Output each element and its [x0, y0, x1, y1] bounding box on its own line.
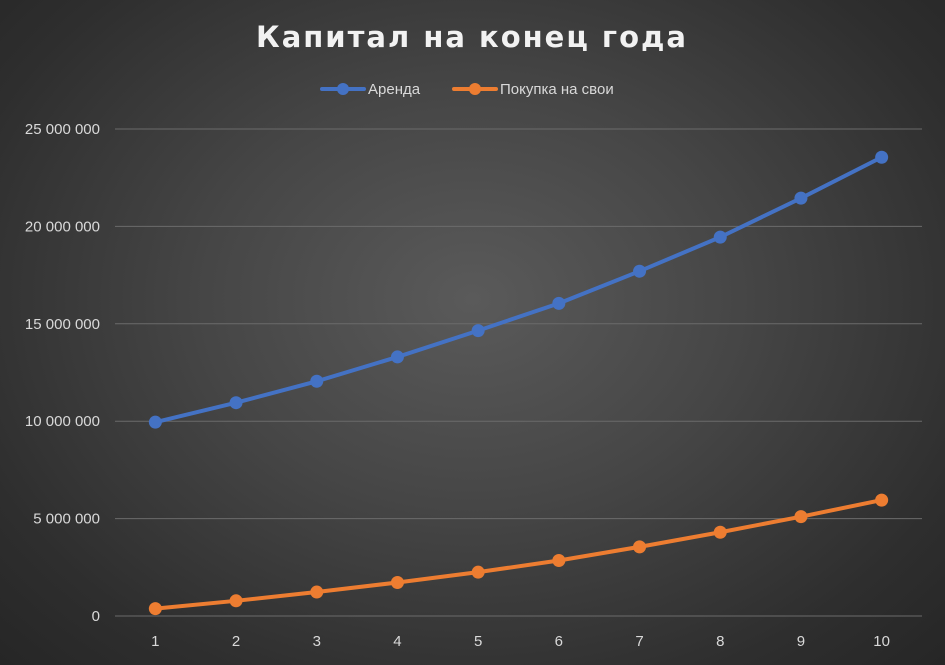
y-tick-label: 15 000 000: [25, 316, 100, 333]
data-point: [310, 585, 324, 599]
x-tick-label: 3: [313, 633, 321, 650]
x-tick-label: 2: [232, 633, 240, 650]
data-point: [390, 575, 404, 589]
data-point: [229, 594, 243, 608]
data-point: [390, 350, 404, 364]
legend: Аренда Покупка на свои: [320, 81, 614, 98]
x-tick-label: 8: [716, 633, 724, 650]
legend-swatch-marker: [337, 83, 349, 95]
data-point: [552, 553, 566, 567]
x-tick-label: 10: [873, 633, 890, 650]
series-line: [153, 155, 884, 425]
legend-label: Покупка на свои: [500, 81, 614, 98]
data-point: [552, 296, 566, 310]
data-point: [794, 510, 808, 524]
data-point: [875, 493, 889, 507]
data-point: [794, 191, 808, 205]
data-point: [229, 396, 243, 410]
data-point: [148, 415, 162, 429]
legend-label: Аренда: [368, 81, 421, 98]
data-point: [633, 540, 647, 554]
data-point: [310, 374, 324, 388]
x-tick-label: 4: [393, 633, 401, 650]
data-point: [713, 525, 727, 539]
series-1: [148, 150, 889, 429]
x-tick-label: 7: [635, 633, 643, 650]
x-axis: 1 2 3 4 5 6 7 8 9 10: [151, 633, 890, 650]
data-point: [633, 264, 647, 278]
series-layer: [148, 150, 889, 616]
y-tick-label: 5 000 000: [33, 511, 100, 528]
legend-item: Покупка на свои: [452, 81, 614, 98]
legend-swatch-marker: [469, 83, 481, 95]
data-point: [471, 324, 485, 338]
x-tick-label: 9: [797, 633, 805, 650]
y-axis: 0 5 000 000 10 000 000 15 000 000 20 000 000…: [25, 121, 100, 625]
data-point: [713, 230, 727, 244]
chart-title: Капитал на конец года: [256, 20, 688, 54]
data-point: [471, 565, 485, 579]
gridlines: [115, 128, 922, 617]
data-point: [148, 602, 162, 616]
series-2: [148, 493, 889, 616]
y-tick-label: 0: [92, 608, 100, 625]
x-tick-label: 5: [474, 633, 482, 650]
x-tick-label: 1: [151, 633, 159, 650]
y-tick-label: 20 000 000: [25, 218, 100, 235]
data-point: [875, 150, 889, 164]
x-tick-label: 6: [555, 633, 563, 650]
series-line: [153, 498, 884, 611]
legend-item: Аренда: [320, 81, 421, 98]
y-tick-label: 10 000 000: [25, 413, 100, 430]
y-tick-label: 25 000 000: [25, 121, 100, 138]
